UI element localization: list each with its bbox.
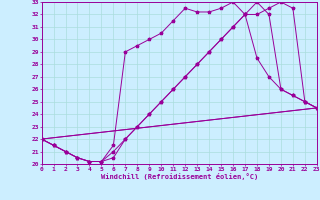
- X-axis label: Windchill (Refroidissement éolien,°C): Windchill (Refroidissement éolien,°C): [100, 173, 258, 180]
